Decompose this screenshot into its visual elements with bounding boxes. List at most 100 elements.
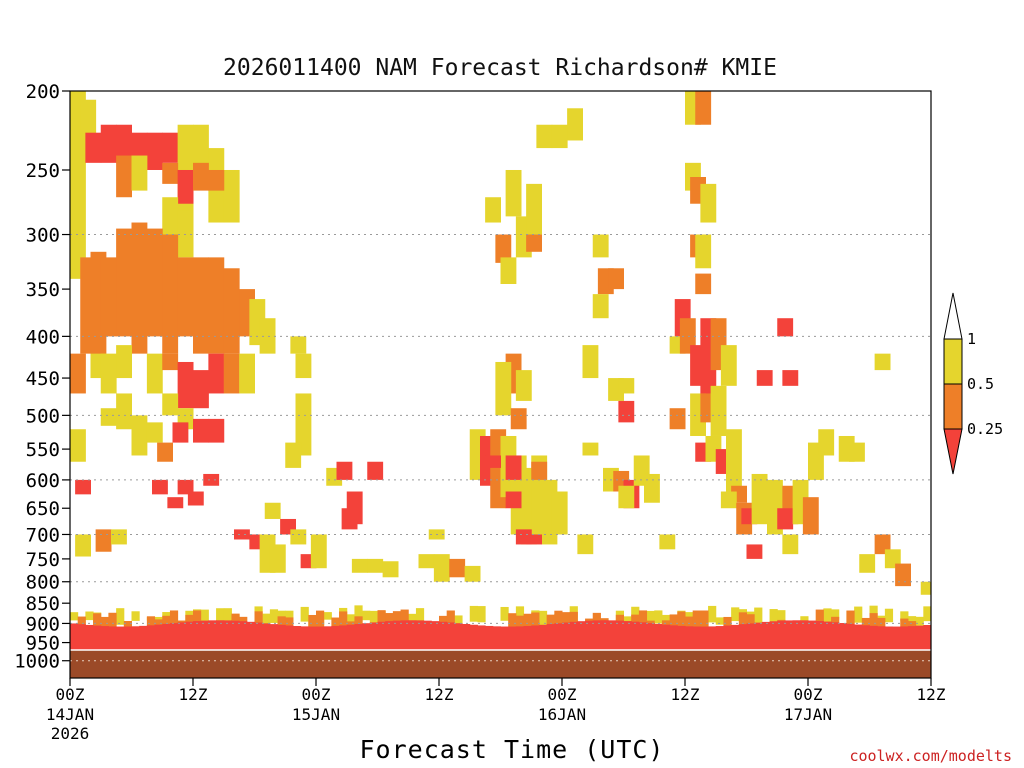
low-level-cell	[823, 608, 832, 623]
low-level-cell	[85, 611, 94, 621]
ri-cell	[510, 408, 527, 430]
low-level-cell	[515, 626, 525, 650]
x-tick-label: 12Z	[917, 685, 946, 704]
low-level-cell	[308, 626, 317, 650]
low-level-cell	[831, 609, 840, 620]
ri-cell	[859, 554, 876, 573]
ri-cell	[162, 234, 179, 354]
low-level-cell	[408, 613, 417, 625]
low-level-cell	[915, 616, 924, 626]
y-tick-label: 750	[26, 549, 60, 571]
ri-cell	[695, 273, 712, 295]
ri-cell	[208, 169, 225, 191]
low-level-cell	[316, 626, 325, 650]
ri-cell	[726, 429, 742, 492]
ri-cell	[131, 132, 148, 163]
low-level-cell	[907, 626, 917, 650]
low-level-cell	[654, 610, 663, 624]
ri-cell	[500, 257, 517, 285]
ri-cell	[351, 558, 368, 573]
ri-cell	[162, 393, 179, 416]
ri-cell	[259, 318, 276, 354]
low-level-cell	[646, 623, 655, 650]
low-level-cell	[669, 614, 678, 633]
ri-cell	[100, 353, 117, 394]
low-level-cell	[154, 624, 163, 650]
y-tick-label: 300	[26, 225, 60, 247]
ri-cell	[116, 124, 132, 163]
ri-cell	[70, 353, 86, 394]
low-level-cell	[800, 620, 809, 650]
low-level-cell	[508, 626, 517, 650]
y-tick-label: 900	[26, 613, 60, 635]
low-level-cell	[292, 626, 302, 650]
low-level-cell	[285, 610, 294, 622]
ri-cell	[418, 554, 435, 569]
ri-cell	[152, 479, 168, 495]
low-level-cell	[531, 612, 540, 636]
ri-cell	[485, 455, 501, 468]
ri-cell	[234, 529, 250, 540]
low-level-cell	[316, 610, 325, 630]
low-level-cell	[216, 608, 225, 627]
data-cells	[70, 91, 931, 650]
y-tick-label: 350	[26, 279, 60, 301]
legend-swatch	[943, 428, 963, 475]
ri-cell	[582, 442, 599, 456]
low-level-cell	[339, 611, 348, 630]
low-level-cell	[208, 620, 217, 650]
legend-label: 0.5	[967, 375, 994, 393]
low-level-cell	[300, 606, 309, 622]
ri-cell	[895, 563, 911, 587]
ri-cell	[116, 228, 132, 337]
x-date-label: 17JAN	[784, 705, 832, 724]
ri-cell	[495, 234, 512, 263]
ri-cell	[70, 429, 86, 462]
low-level-cell	[285, 625, 294, 650]
low-level-cell	[900, 611, 909, 622]
low-level-cell	[100, 626, 109, 650]
ri-cell	[849, 442, 865, 462]
low-level-cell	[262, 613, 271, 625]
low-level-cell	[369, 622, 378, 650]
low-level-cell	[823, 621, 832, 650]
low-level-cell	[146, 625, 156, 650]
low-level-cell	[254, 611, 263, 633]
low-level-cell	[193, 621, 202, 650]
low-level-cell	[854, 624, 863, 650]
low-level-cell	[277, 624, 286, 650]
ri-cell	[777, 318, 794, 337]
ri-cell	[536, 124, 553, 149]
ri-cell	[131, 222, 148, 354]
ri-cell	[239, 353, 255, 394]
low-level-cell	[415, 620, 425, 650]
low-level-cell	[108, 626, 117, 650]
x-tick-label: 00Z	[302, 685, 331, 704]
ri-cell	[177, 479, 194, 495]
ri-cell	[567, 108, 583, 141]
ri-cell	[618, 378, 635, 394]
ri-cell	[290, 529, 307, 545]
y-tick-label: 450	[26, 368, 60, 390]
ri-cell	[720, 491, 737, 509]
y-tick-label: 800	[26, 572, 60, 594]
low-level-cell	[285, 617, 294, 634]
ri-cell	[592, 234, 609, 258]
low-level-cell	[439, 621, 448, 650]
low-level-cell	[269, 609, 279, 623]
chart-title: 2026011400 NAM Forecast Richardson# KMIE	[223, 55, 777, 81]
low-level-cell	[546, 624, 555, 650]
low-level-cell	[346, 614, 355, 622]
ri-cell	[187, 491, 204, 506]
ri-cell	[162, 132, 179, 163]
ri-cell	[193, 370, 209, 409]
low-level-cell	[323, 626, 332, 650]
y-tick-label: 700	[26, 524, 60, 546]
low-level-cell	[569, 621, 578, 650]
low-level-cell	[723, 616, 732, 632]
ri-cell	[644, 473, 660, 503]
low-level-cell	[262, 623, 271, 650]
ri-cell	[162, 162, 179, 184]
ri-cell	[131, 155, 148, 191]
ri-cell	[449, 558, 466, 578]
